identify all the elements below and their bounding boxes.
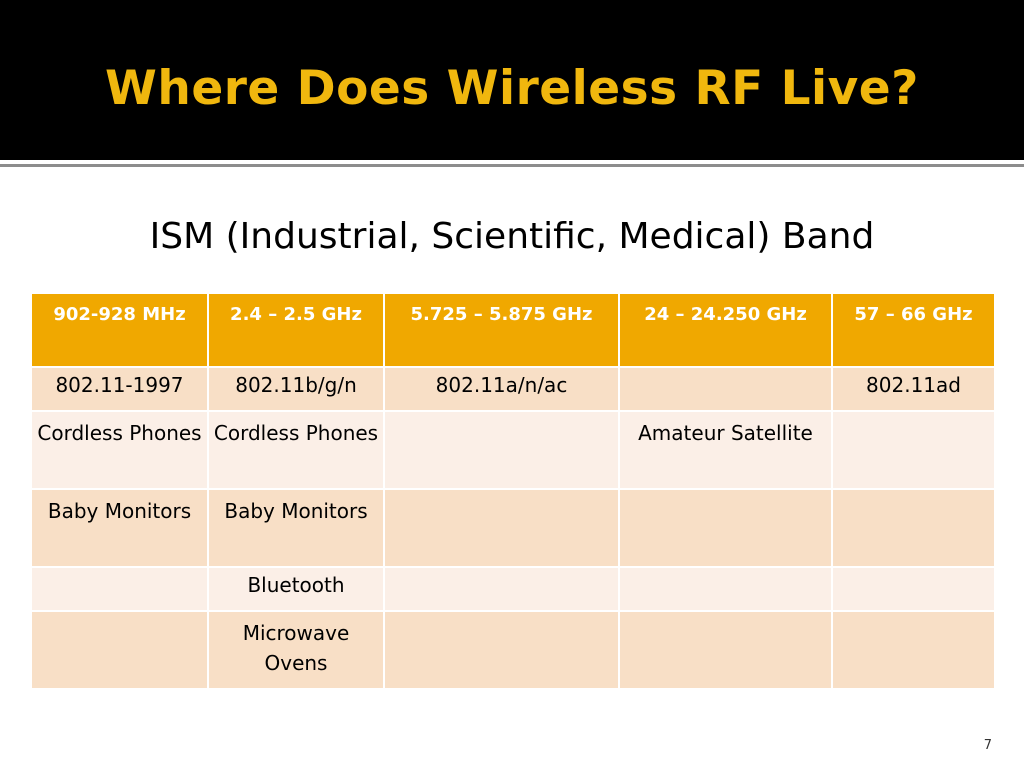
- table-cell: [383, 410, 620, 490]
- header-cell-902-928-mhz: 902-928 MHz: [30, 292, 209, 368]
- table-cell: [383, 488, 620, 568]
- table-header-row: 902-928 MHz 2.4 – 2.5 GHz 5.725 – 5.875 …: [30, 292, 996, 368]
- slide-title: Where Does Wireless RF Live?: [105, 61, 919, 116]
- header-cell-24-ghz: 24 – 24.250 GHz: [618, 292, 833, 368]
- table-row: 802.11-1997 802.11b/g/n 802.11a/n/ac 802…: [30, 366, 996, 412]
- table-cell: [30, 566, 209, 612]
- table-cell: 802.11b/g/n: [207, 366, 385, 412]
- table-row: Bluetooth: [30, 566, 996, 612]
- table-cell: [831, 410, 996, 490]
- table-row: Baby Monitors Baby Monitors: [30, 488, 996, 568]
- table-cell: [383, 610, 620, 690]
- table-row: Microwave Ovens: [30, 610, 996, 690]
- header-cell-5-725-ghz: 5.725 – 5.875 GHz: [383, 292, 620, 368]
- table-cell: [618, 566, 833, 612]
- table-cell: [383, 566, 620, 612]
- table-cell: Cordless Phones: [30, 410, 209, 490]
- table-cell: [618, 488, 833, 568]
- title-divider-light: [0, 160, 1024, 164]
- table-cell: [30, 610, 209, 690]
- header-cell-2-4-ghz: 2.4 – 2.5 GHz: [207, 292, 385, 368]
- table-cell: Baby Monitors: [207, 488, 385, 568]
- title-divider-dark: [0, 164, 1024, 167]
- table-cell: Cordless Phones: [207, 410, 385, 490]
- table-cell: 802.11ad: [831, 366, 996, 412]
- table-cell: [831, 566, 996, 612]
- table-cell: [618, 366, 833, 412]
- ism-band-table: 902-928 MHz 2.4 – 2.5 GHz 5.725 – 5.875 …: [30, 292, 996, 690]
- table-cell: [618, 610, 833, 690]
- table-cell: Microwave Ovens: [207, 610, 385, 690]
- table-cell: Bluetooth: [207, 566, 385, 612]
- table-cell: Amateur Satellite: [618, 410, 833, 490]
- table-cell: Baby Monitors: [30, 488, 209, 568]
- header-cell-57-66-ghz: 57 – 66 GHz: [831, 292, 996, 368]
- table-cell: [831, 610, 996, 690]
- table-cell: [831, 488, 996, 568]
- title-bar: Where Does Wireless RF Live?: [0, 0, 1024, 160]
- slide-subtitle: ISM (Industrial, Scientific, Medical) Ba…: [149, 216, 875, 257]
- page-number: 7: [983, 738, 992, 753]
- table-cell: 802.11a/n/ac: [383, 366, 620, 412]
- table-cell: 802.11-1997: [30, 366, 209, 412]
- table-row: Cordless Phones Cordless Phones Amateur …: [30, 410, 996, 490]
